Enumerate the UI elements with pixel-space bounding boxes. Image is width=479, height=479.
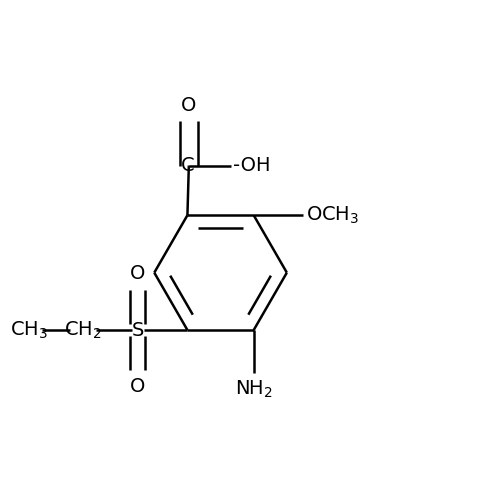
Text: S: S: [132, 320, 144, 340]
Text: OCH$_3$: OCH$_3$: [306, 205, 359, 226]
Text: -OH: -OH: [233, 156, 271, 174]
Text: CH$_3$: CH$_3$: [10, 319, 48, 341]
Text: CH$_2$: CH$_2$: [64, 319, 102, 341]
Text: C: C: [181, 156, 194, 175]
Text: O: O: [130, 264, 146, 283]
Text: NH$_2$: NH$_2$: [235, 379, 273, 400]
Text: O: O: [130, 377, 146, 397]
Text: O: O: [181, 96, 196, 115]
